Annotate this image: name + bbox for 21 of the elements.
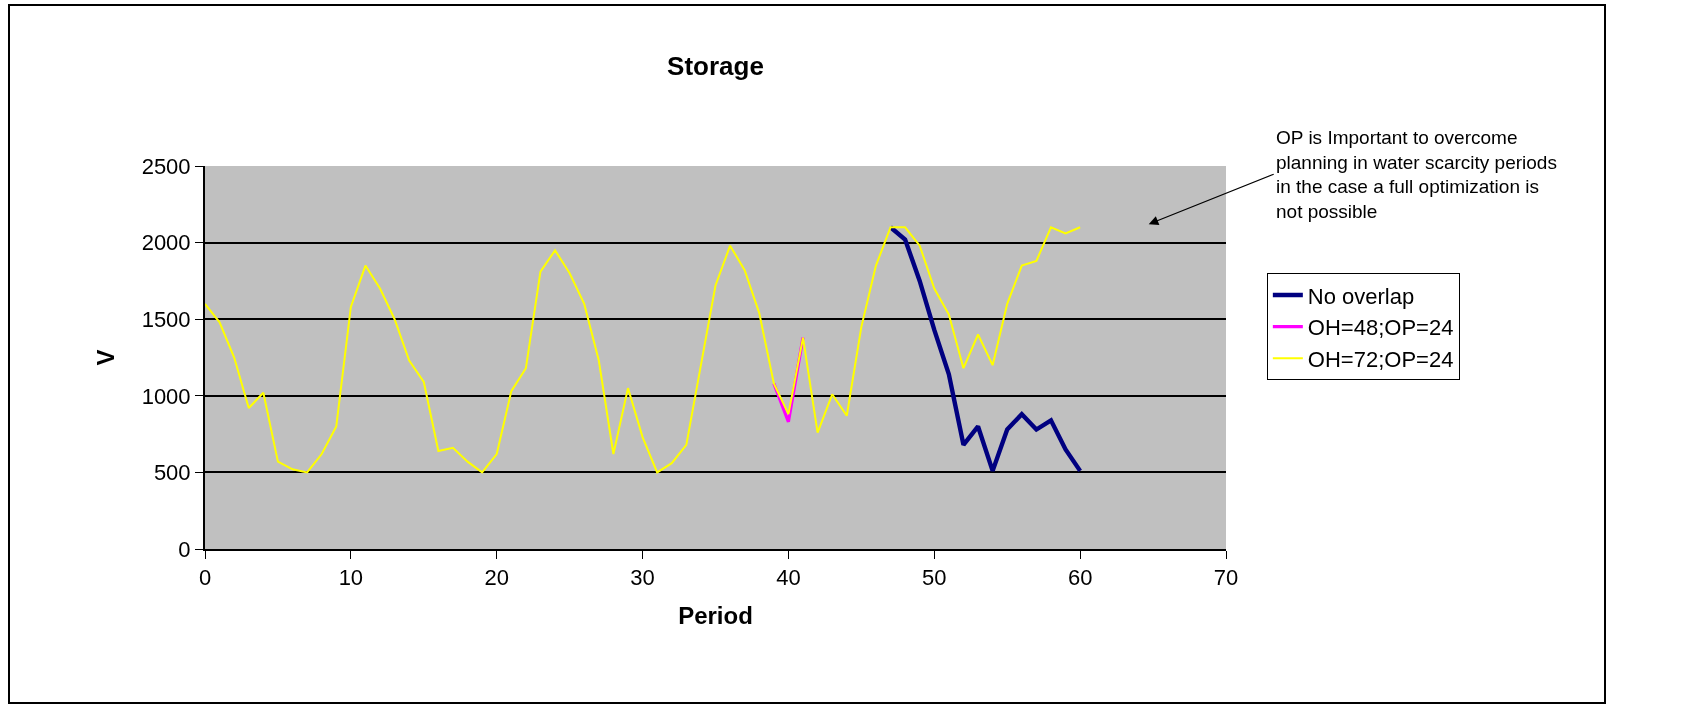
x-tick-label: 50 (922, 565, 947, 591)
text: OP is Important to overcome planning in water scarcity periods in the case a full optimization is not possible (1276, 127, 1557, 223)
x-tick-label: 40 (776, 565, 801, 591)
y-tick-label: 1500 (141, 306, 191, 332)
y-tick-label: 1000 (141, 383, 191, 409)
y-axis-title: V (92, 349, 120, 366)
x-tick-label: 10 (338, 565, 364, 591)
y-tick-label: 2500 (141, 153, 191, 179)
legend-label: OH=72;OP=24 (1307, 346, 1454, 372)
x-tick-label: 30 (630, 565, 655, 591)
x-axis-title: Period (678, 602, 753, 630)
y-tick-label: 2000 (141, 230, 191, 256)
x-tick-label: 0 (198, 565, 212, 591)
x-tick-label: 60 (1067, 565, 1093, 591)
legend-label: OH=48;OP=24 (1307, 315, 1454, 341)
y-tick-label: 500 (153, 460, 191, 486)
y-tick-label: 0 (178, 536, 191, 562)
x-tick-label: 70 (1213, 565, 1239, 591)
chart-title: Storage (667, 51, 764, 82)
x-tick-label: 20 (484, 565, 509, 591)
legend-label: No overlap (1307, 283, 1415, 309)
